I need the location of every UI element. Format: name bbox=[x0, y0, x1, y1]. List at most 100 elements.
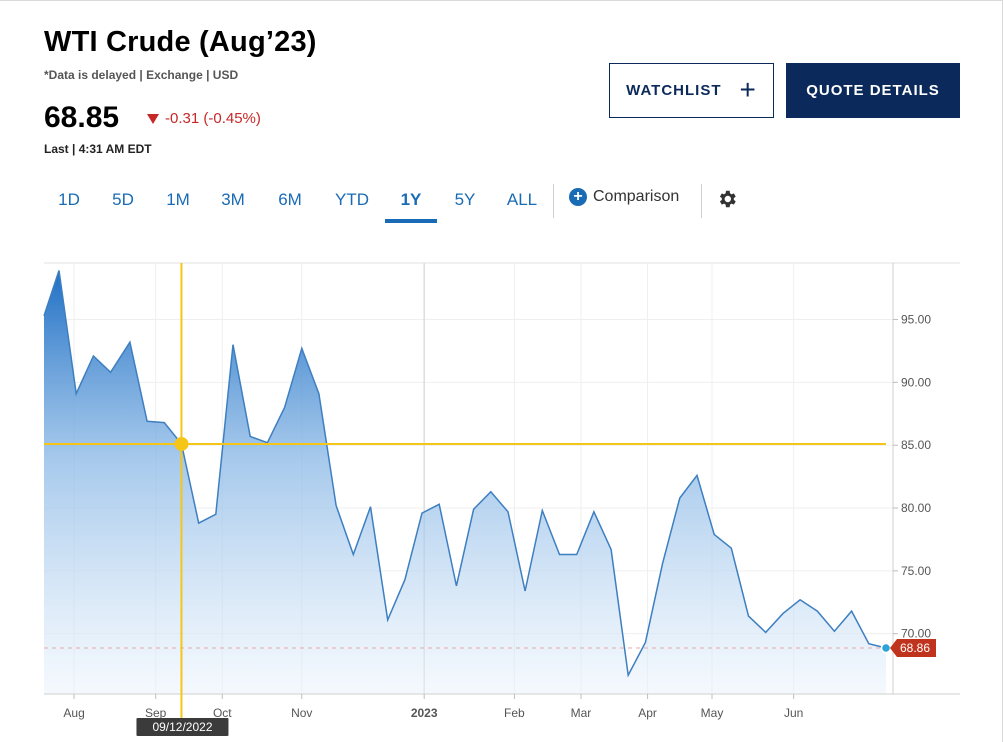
plus-icon: + bbox=[739, 73, 757, 105]
data-point bbox=[42, 314, 46, 318]
quote-details-button[interactable]: QUOTE DETAILS bbox=[786, 63, 960, 118]
data-point bbox=[867, 642, 871, 646]
data-point bbox=[334, 504, 338, 508]
data-point bbox=[747, 614, 751, 618]
page-title: WTI Crude (Aug’23) bbox=[44, 26, 317, 58]
data-point bbox=[764, 630, 768, 634]
tab-5d[interactable]: 5D bbox=[112, 190, 134, 209]
y-tick-label: 95.00 bbox=[901, 313, 931, 327]
active-tab-indicator bbox=[385, 219, 437, 223]
tab-all[interactable]: ALL bbox=[506, 190, 538, 209]
data-point bbox=[386, 618, 390, 622]
watchlist-label: WATCHLIST bbox=[626, 82, 722, 99]
data-point bbox=[815, 609, 819, 613]
data-point bbox=[300, 346, 304, 350]
data-point bbox=[661, 561, 665, 565]
chart-overlay: 68.86 09/12/2022 bbox=[44, 263, 936, 736]
data-point bbox=[248, 434, 252, 438]
data-point bbox=[729, 546, 733, 550]
data-point bbox=[540, 509, 544, 513]
x-tick-label: Feb bbox=[504, 706, 525, 720]
y-tick-label: 75.00 bbox=[901, 564, 931, 578]
data-point bbox=[368, 505, 372, 509]
crosshair-dot bbox=[174, 436, 189, 451]
data-delayed-note: *Data is delayed | Exchange | USD bbox=[44, 68, 239, 82]
data-point bbox=[712, 532, 716, 536]
crosshair-date-label: 09/12/2022 bbox=[152, 720, 212, 734]
price-area bbox=[44, 270, 886, 694]
data-point bbox=[592, 510, 596, 514]
y-tick-label: 85.00 bbox=[901, 438, 931, 452]
data-point bbox=[109, 370, 113, 374]
data-point bbox=[695, 473, 699, 477]
tab-1y[interactable]: 1Y bbox=[400, 190, 422, 209]
data-point bbox=[558, 553, 562, 557]
data-point bbox=[145, 419, 149, 423]
data-point bbox=[798, 598, 802, 602]
x-tick-label: 2023 bbox=[411, 706, 438, 720]
settings-divider bbox=[701, 184, 702, 218]
price-change: -0.31 (-0.45%) bbox=[147, 110, 261, 127]
price-line bbox=[43, 270, 887, 678]
data-point bbox=[506, 510, 510, 514]
data-point bbox=[609, 547, 613, 551]
data-point bbox=[643, 640, 647, 644]
tab-1d[interactable]: 1D bbox=[58, 190, 80, 209]
data-point bbox=[832, 629, 836, 633]
y-tick-label: 80.00 bbox=[901, 501, 931, 515]
tab-1m[interactable]: 1M bbox=[166, 190, 190, 209]
last-price-dot bbox=[880, 642, 892, 654]
data-point bbox=[128, 340, 132, 344]
price-change-text: -0.31 (-0.45%) bbox=[165, 110, 261, 127]
quote-details-label: QUOTE DETAILS bbox=[806, 82, 940, 99]
crosshair-date-badge bbox=[136, 718, 229, 736]
data-point bbox=[162, 421, 166, 425]
data-point bbox=[351, 553, 355, 557]
comparison-button[interactable]: + Comparison bbox=[569, 188, 679, 206]
data-point bbox=[317, 392, 321, 396]
down-triangle-icon bbox=[147, 113, 159, 124]
last-price-badge bbox=[890, 639, 936, 658]
x-tick-label: May bbox=[701, 706, 724, 720]
x-tick-label: Sep bbox=[145, 706, 167, 720]
tab-6m[interactable]: 6M bbox=[278, 190, 302, 209]
data-point bbox=[231, 343, 235, 347]
plus-circle-icon: + bbox=[569, 188, 587, 206]
data-point bbox=[472, 507, 476, 511]
data-point bbox=[575, 553, 579, 557]
x-tick-label: Oct bbox=[213, 706, 232, 720]
data-point bbox=[197, 521, 201, 525]
tab-5y[interactable]: 5Y bbox=[454, 190, 476, 209]
data-point bbox=[489, 490, 493, 494]
data-point bbox=[523, 589, 527, 593]
frame-top-border bbox=[0, 0, 1003, 1]
data-point bbox=[781, 612, 785, 616]
data-point bbox=[74, 392, 78, 396]
y-tick-label: 70.00 bbox=[901, 627, 931, 641]
x-tick-label: Jun bbox=[784, 706, 803, 720]
data-point bbox=[91, 354, 95, 358]
x-tick-label: Apr bbox=[638, 706, 657, 720]
data-point bbox=[57, 269, 61, 273]
comparison-label: Comparison bbox=[593, 188, 680, 205]
chart-axes: 70.00 75.00 80.00 85.00 90.00 95.00 Aug Sep Oct N… bbox=[44, 263, 960, 720]
data-point bbox=[437, 502, 441, 506]
tab-3m[interactable]: 3M bbox=[221, 190, 245, 209]
x-tick-label: Aug bbox=[63, 706, 84, 720]
data-point bbox=[626, 673, 630, 677]
x-tick-label: Nov bbox=[291, 706, 312, 720]
last-price: 68.85 bbox=[44, 101, 120, 134]
data-point bbox=[403, 578, 407, 582]
tab-ytd[interactable]: YTD bbox=[335, 190, 369, 209]
data-point bbox=[850, 609, 854, 613]
data-point bbox=[678, 496, 682, 500]
watchlist-button[interactable]: WATCHLIST + bbox=[609, 63, 774, 118]
x-tick-label: Mar bbox=[571, 706, 592, 720]
tabs-divider bbox=[553, 184, 554, 218]
last-price-badge-label: 68.86 bbox=[900, 641, 930, 655]
data-point bbox=[283, 406, 287, 410]
gear-icon[interactable] bbox=[716, 188, 738, 210]
data-point bbox=[454, 584, 458, 588]
data-point bbox=[420, 511, 424, 515]
